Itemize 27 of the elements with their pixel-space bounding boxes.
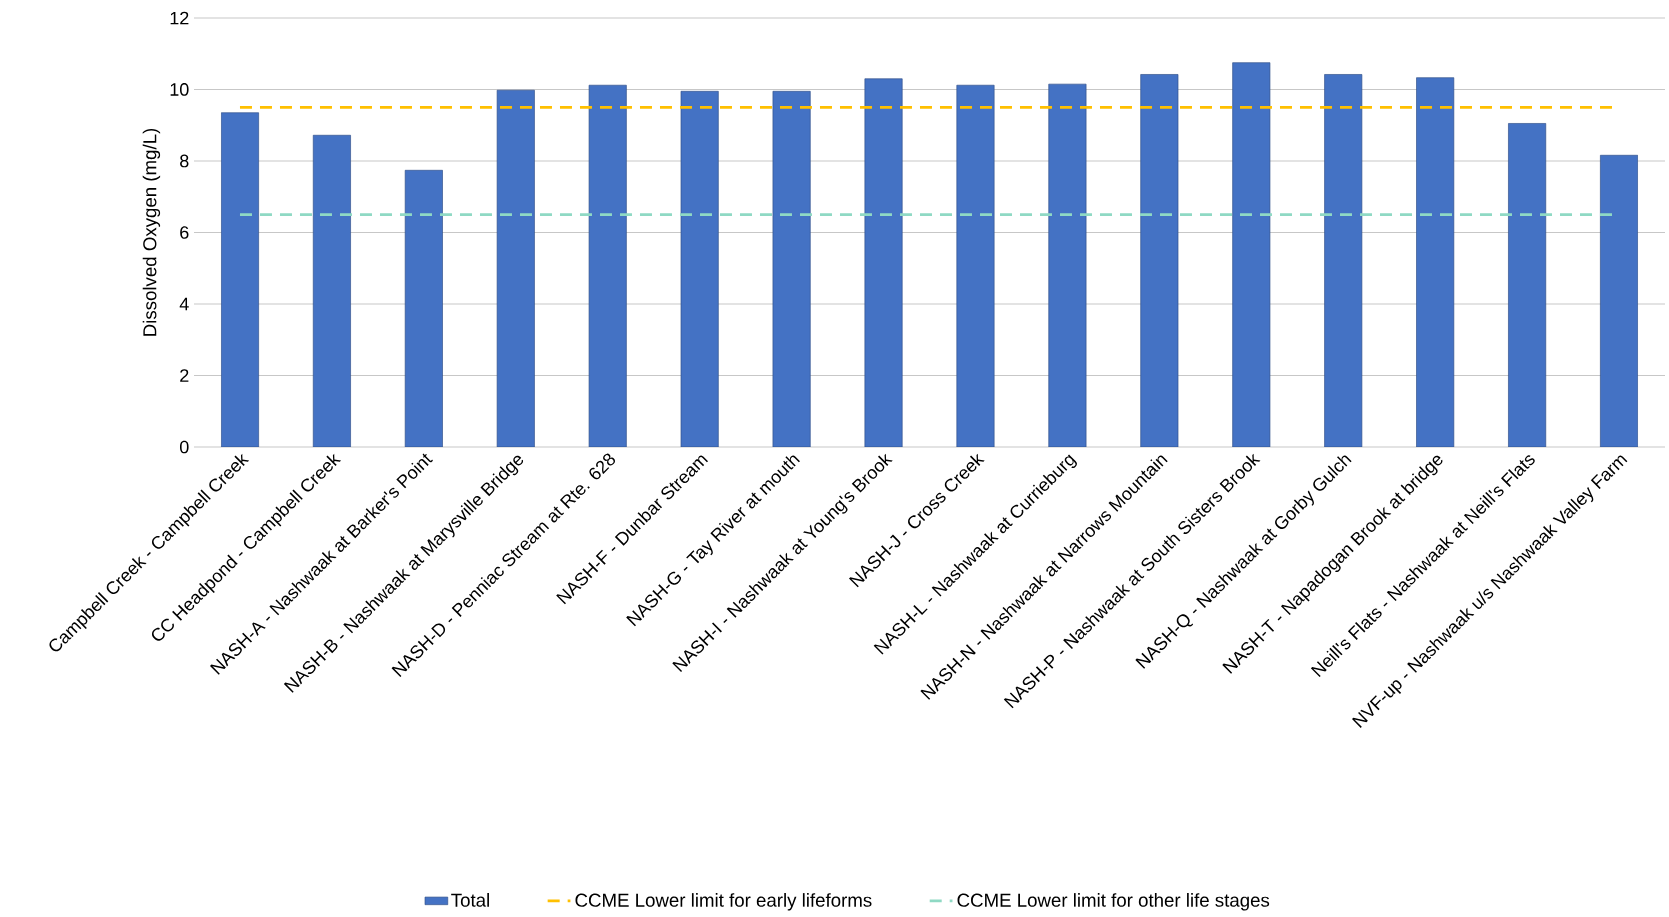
bar [772, 90, 811, 447]
bar [864, 78, 903, 447]
bar [404, 169, 443, 447]
bar [1232, 62, 1271, 447]
y-axis-title: Dissolved Oxygen (mg/L) [142, 128, 161, 336]
y-tick-label: 4 [179, 297, 189, 311]
bar [220, 112, 259, 447]
y-tick-label: 10 [170, 83, 189, 96]
bar [312, 134, 351, 447]
bar [1048, 83, 1087, 447]
bar [1508, 123, 1547, 447]
bar [1140, 74, 1179, 447]
bar [680, 90, 719, 447]
y-tick-label: 2 [180, 369, 189, 382]
bar [956, 84, 995, 447]
y-tick-label: 8 [180, 154, 189, 168]
legend-label: CCME Lower limit for early lifeforms [575, 893, 872, 911]
y-tick-label: 0 [179, 440, 189, 454]
bar [588, 84, 627, 447]
bar [1324, 74, 1363, 447]
y-tick-label: 6 [180, 226, 189, 239]
bar [496, 89, 535, 447]
legend-label: Total [451, 893, 489, 907]
y-tick-label: 12 [170, 11, 189, 25]
bar [1416, 77, 1455, 447]
bar [1600, 154, 1639, 447]
legend-label: CCME Lower limit for other life stages [957, 893, 1270, 911]
